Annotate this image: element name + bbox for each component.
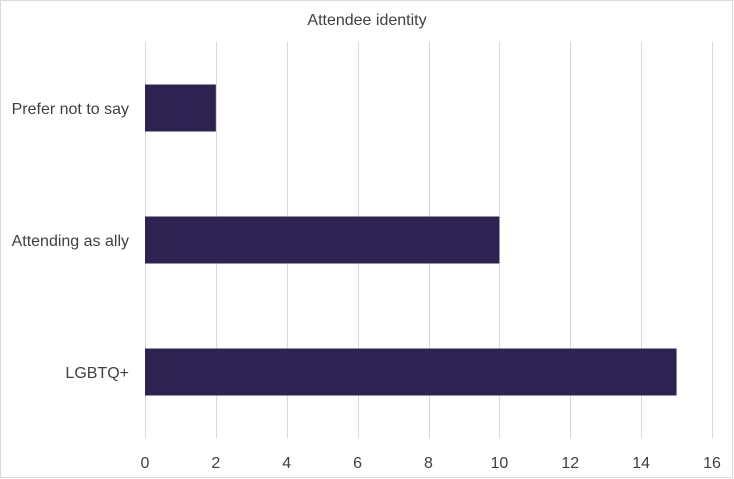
x-axis-tick-labels: 0 2 4 6 8 10 12 14 16 [141,455,721,472]
x-tick-label: 2 [211,455,220,472]
x-tick-label: 16 [703,455,721,472]
x-tick-label: 4 [282,455,291,472]
x-tick-label: 8 [424,455,433,472]
category-label: LGBTQ+ [65,365,129,382]
bar [145,216,500,264]
x-tick-label: 10 [490,455,508,472]
x-tick-label: 14 [632,455,650,472]
bar [145,348,677,396]
category-label: Attending as ally [12,233,129,250]
x-tick-label: 0 [141,455,150,472]
category-label: Prefer not to say [12,101,129,118]
x-tick-label: 12 [561,455,579,472]
bar [145,84,216,132]
bars [145,84,677,396]
x-tick-label: 6 [353,455,362,472]
category-labels: Prefer not to say Attending as ally LGBTQ+ [12,101,129,382]
chart-title: Attendee identity [307,12,426,29]
